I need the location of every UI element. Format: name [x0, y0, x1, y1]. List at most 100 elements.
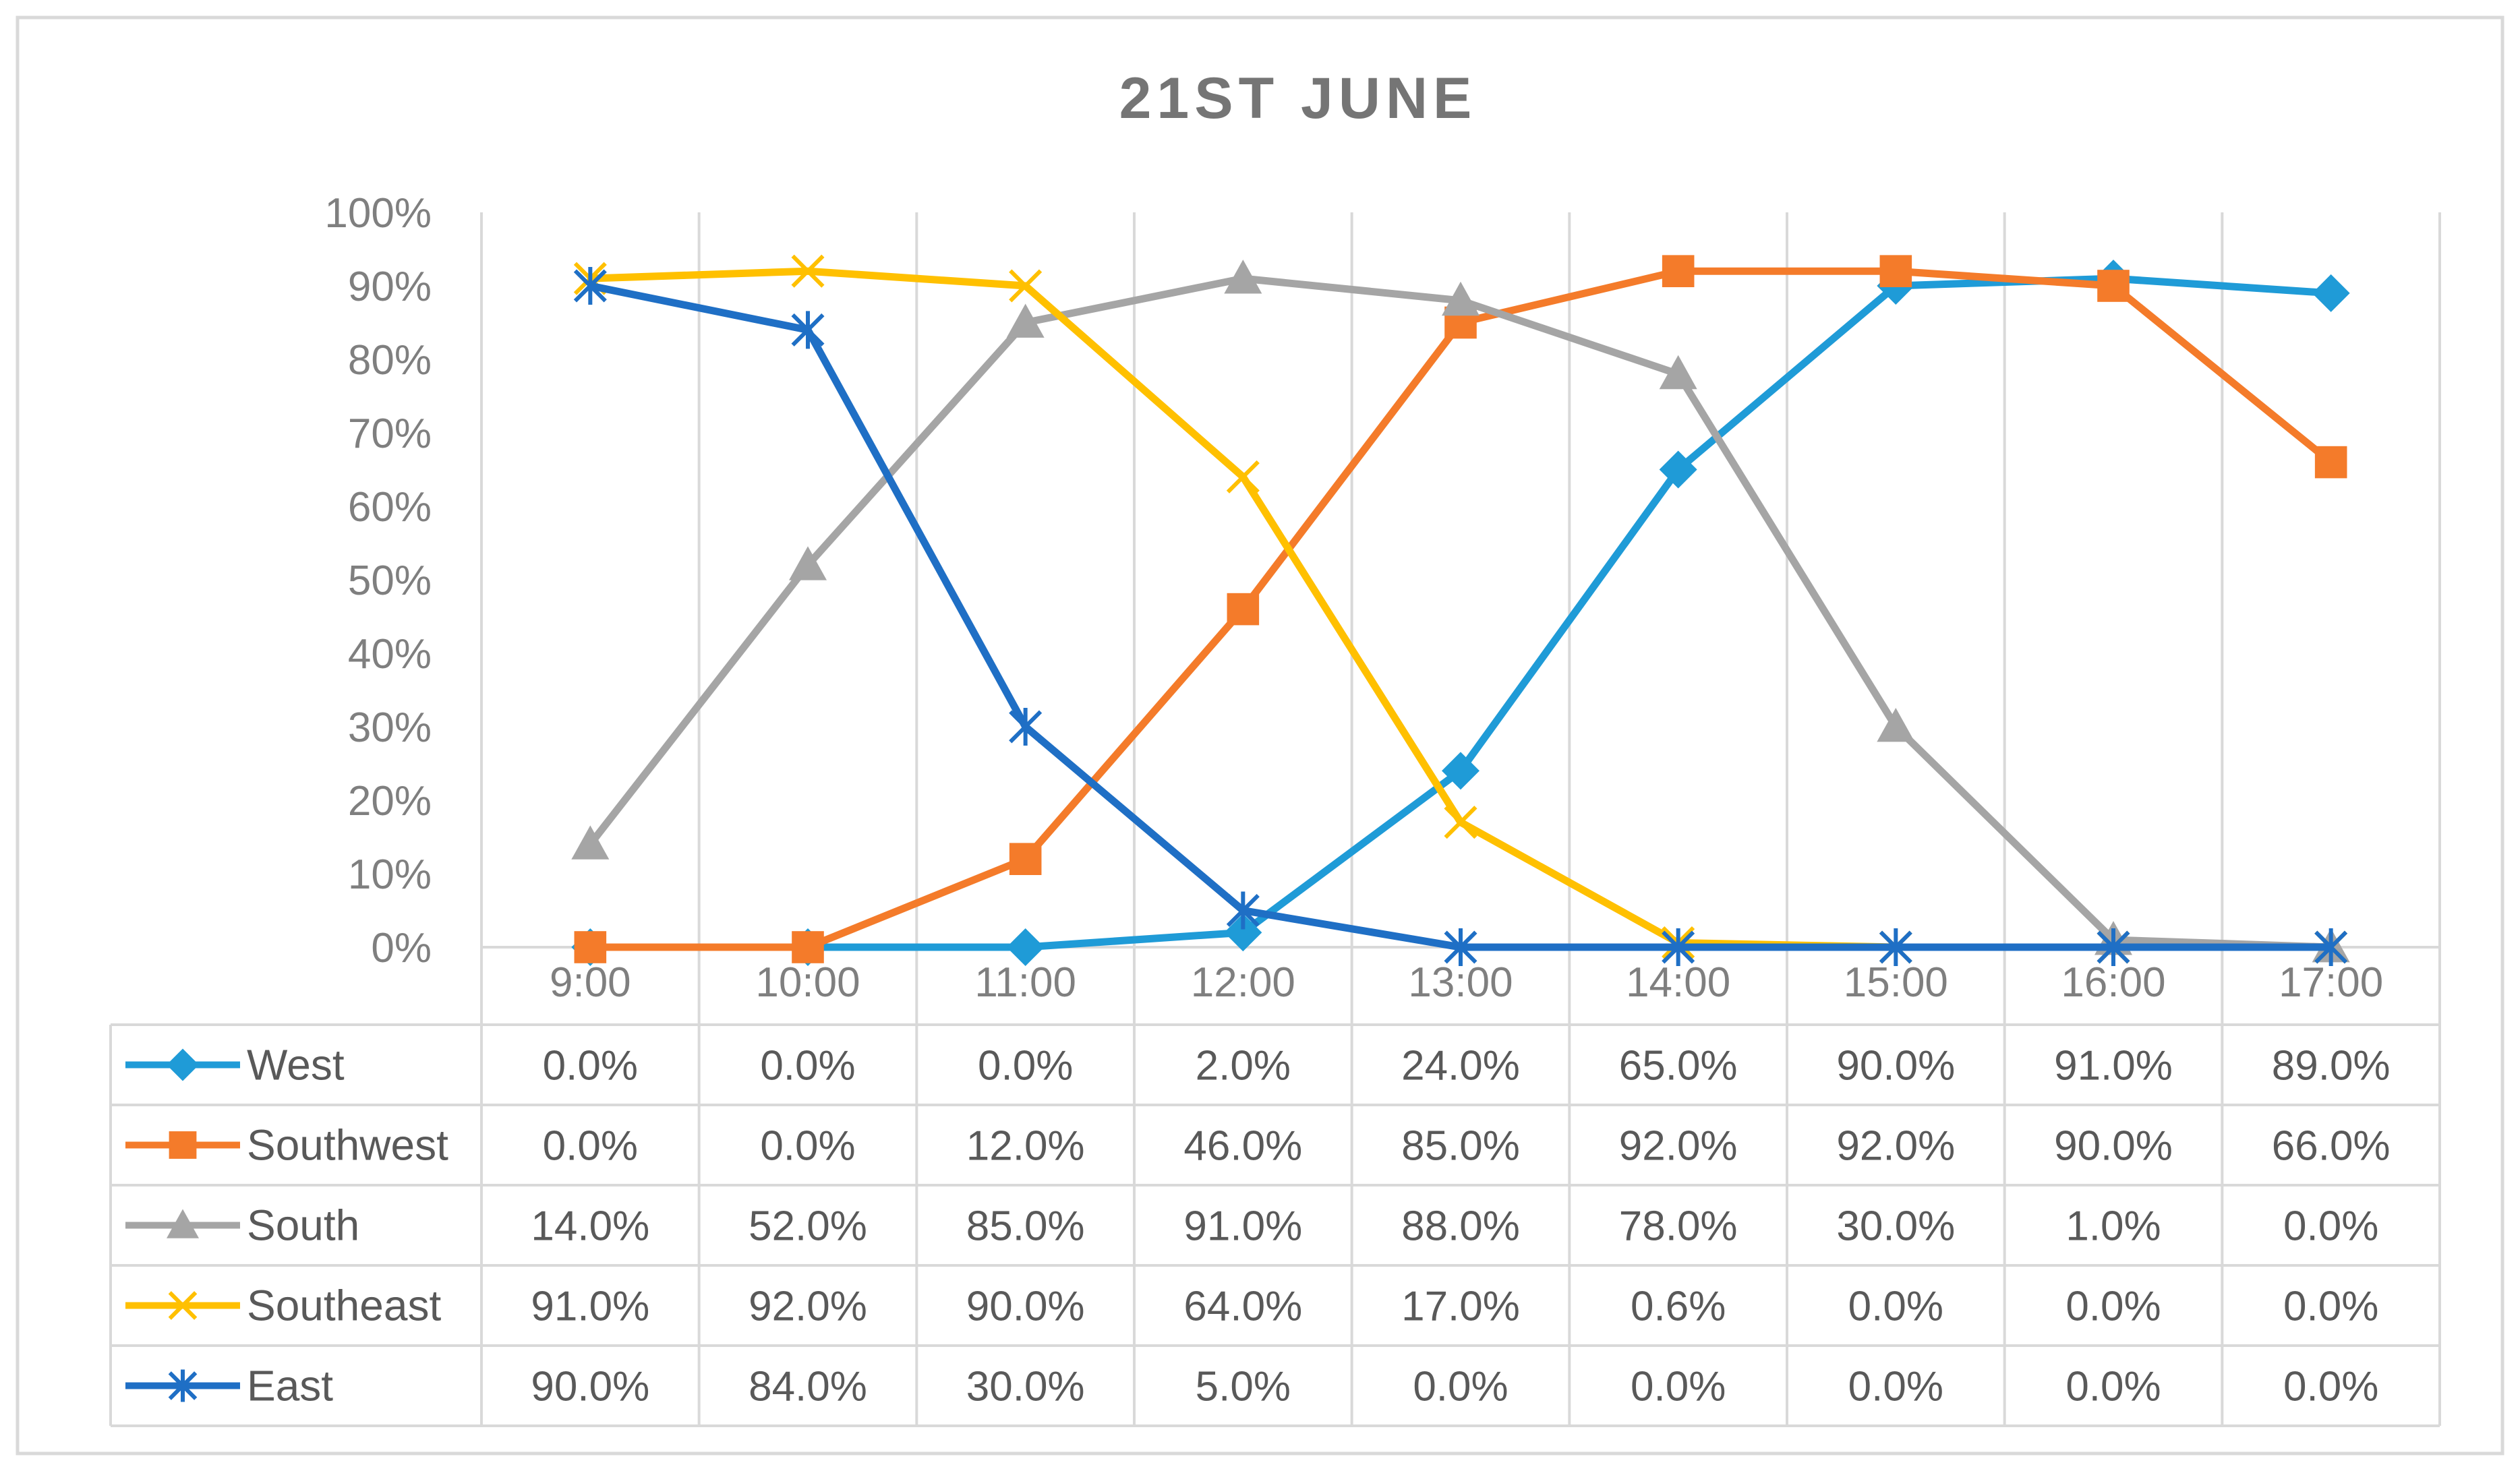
data-point: [1444, 806, 1477, 839]
y-tick-label: 10%: [348, 851, 432, 898]
x-tick-label: 12:00: [1191, 959, 1295, 1006]
gridlines: [480, 212, 2441, 1426]
data-point: [1226, 460, 1260, 493]
x-tick-label: 10:00: [755, 959, 860, 1006]
y-tick-label: 80%: [348, 337, 432, 384]
data-point: [1009, 708, 1043, 746]
data-point: [1659, 450, 1697, 489]
data-point: [1226, 891, 1260, 930]
table-cell: 46.0%: [1183, 1123, 1302, 1170]
data-point: [1879, 928, 1912, 966]
data-point: [2097, 270, 2130, 302]
table-cell: 1.0%: [2065, 1203, 2161, 1250]
table-cell: 66.0%: [2272, 1123, 2391, 1170]
table-cell: 2.0%: [1196, 1043, 1291, 1089]
y-tick-label: 0%: [371, 925, 432, 971]
y-tick-label: 90%: [348, 264, 432, 310]
legend-key: [125, 1291, 240, 1320]
data-point: [1009, 269, 1043, 303]
table-cell: 0.6%: [1631, 1284, 1726, 1330]
table-cell: 90.0%: [1836, 1043, 1955, 1089]
table-cell: 0.0%: [978, 1043, 1073, 1089]
table-cell: 30.0%: [966, 1364, 1085, 1410]
y-tick-label: 100%: [324, 190, 432, 237]
series-east: [573, 267, 2348, 966]
legend-marker: [168, 1291, 198, 1320]
data-point: [1879, 255, 1912, 287]
legend-key: [125, 1209, 240, 1238]
y-tick-label: 60%: [348, 484, 432, 531]
x-tick-label: 17:00: [2279, 959, 2383, 1006]
x-tick-label: 14:00: [1626, 959, 1730, 1006]
y-axis: 0% 10% 20% 30% 40% 50% 60% 70% 80% 90% 100%: [324, 190, 432, 971]
data-point: [1659, 355, 1697, 390]
x-tick-label: 11:00: [974, 959, 1076, 1006]
table-cell: 92.0%: [749, 1284, 867, 1330]
x-axis: 9:00 10:00 11:00 12:00 13:00 14:00 15:00 16:00 1…: [550, 959, 2383, 1006]
legend-key: [125, 1369, 240, 1402]
table-cell: 91.0%: [1183, 1203, 1302, 1250]
table-cell: 89.0%: [2272, 1043, 2391, 1089]
legend-label: Southwest: [247, 1121, 448, 1170]
table-cell: 12.0%: [966, 1123, 1085, 1170]
table-cell: 52.0%: [749, 1203, 867, 1250]
table-cell: 0.0%: [543, 1043, 638, 1089]
data-point: [1224, 260, 1262, 294]
data-point: [2314, 446, 2347, 479]
y-tick-label: 20%: [348, 778, 432, 824]
table-cell: 14.0%: [531, 1203, 649, 1250]
table-cell: 0.0%: [2065, 1284, 2161, 1330]
table-cell: 90.0%: [2054, 1123, 2173, 1170]
table-cell: 0.0%: [2065, 1364, 2161, 1410]
table-cell: 78.0%: [1619, 1203, 1738, 1250]
data-point: [1006, 303, 1045, 338]
data-point: [791, 311, 825, 349]
table-cell: 92.0%: [1836, 1123, 1955, 1170]
table-cell: 90.0%: [531, 1364, 649, 1410]
table-cell: 0.0%: [760, 1123, 855, 1170]
y-tick-label: 50%: [348, 558, 432, 604]
legend-marker: [167, 1209, 199, 1238]
data-point: [574, 931, 607, 963]
y-tick-label: 30%: [348, 704, 432, 751]
table-cell: 84.0%: [749, 1364, 867, 1410]
legend-key: [125, 1131, 240, 1159]
data-point: [1662, 928, 1695, 966]
legend-label: West: [247, 1041, 345, 1089]
data-point: [2097, 928, 2130, 966]
legend-label: South: [247, 1201, 359, 1250]
table-cell: 91.0%: [2054, 1043, 2173, 1089]
legend-label: Southeast: [247, 1282, 441, 1330]
table-cell: 0.0%: [2283, 1364, 2378, 1410]
legend-marker: [169, 1131, 197, 1159]
table-cell: 0.0%: [2283, 1203, 2378, 1250]
data-point: [573, 267, 607, 305]
table-cell: 30.0%: [1836, 1203, 1955, 1250]
table-cell: 64.0%: [1183, 1284, 1302, 1330]
table-cell: 0.0%: [1848, 1364, 1943, 1410]
data-point: [1662, 255, 1695, 287]
table-cell: 85.0%: [966, 1203, 1085, 1250]
data-point: [1442, 752, 1479, 790]
table-cell: 5.0%: [1196, 1364, 1291, 1410]
data-point: [1442, 281, 1479, 316]
chart-title: 21ST JUNE: [1119, 66, 1477, 131]
table-cell: 85.0%: [1401, 1123, 1520, 1170]
table-cell: 91.0%: [531, 1284, 649, 1330]
data-point: [791, 254, 825, 288]
legend-marker: [168, 1369, 198, 1402]
legend-marker: [167, 1048, 199, 1081]
data-point: [1006, 928, 1045, 966]
table-cell: 92.0%: [1619, 1123, 1738, 1170]
legend-label: East: [247, 1362, 333, 1410]
data-point: [571, 825, 610, 860]
data-point: [1877, 708, 1915, 742]
x-tick-label: 16:00: [2061, 959, 2165, 1006]
data-point: [1444, 928, 1477, 966]
table-cell: 0.0%: [1848, 1284, 1943, 1330]
x-tick-label: 13:00: [1408, 959, 1513, 1006]
data-point: [2312, 274, 2350, 312]
table-cell: 0.0%: [2283, 1284, 2378, 1330]
table-cell: 24.0%: [1401, 1043, 1520, 1089]
